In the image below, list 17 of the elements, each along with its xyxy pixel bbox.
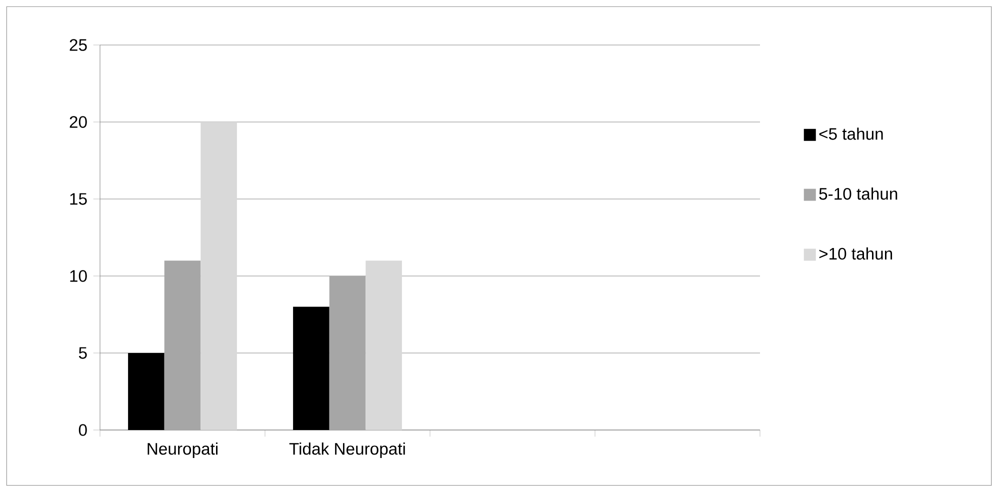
y-tick-label: 10 [70, 270, 87, 282]
x-tick-label: Neuropati [148, 442, 218, 458]
bar [293, 306, 330, 430]
bar [366, 260, 402, 430]
bar [128, 353, 164, 430]
legend-label: <5 tahun [819, 128, 883, 140]
x-tick-label: Tidak Neuropati [289, 442, 405, 458]
y-tick-label: 15 [70, 193, 87, 205]
y-tick-label: 0 [78, 424, 87, 436]
bar [164, 260, 201, 430]
bar [329, 276, 366, 430]
y-tick-label: 25 [70, 39, 87, 51]
legend-label: 5-10 tahun [819, 188, 898, 200]
bar [200, 122, 237, 430]
legend-label: >10 tahun [819, 247, 892, 260]
y-tick-label: 20 [70, 116, 87, 128]
y-tick-label: 5 [78, 347, 87, 359]
